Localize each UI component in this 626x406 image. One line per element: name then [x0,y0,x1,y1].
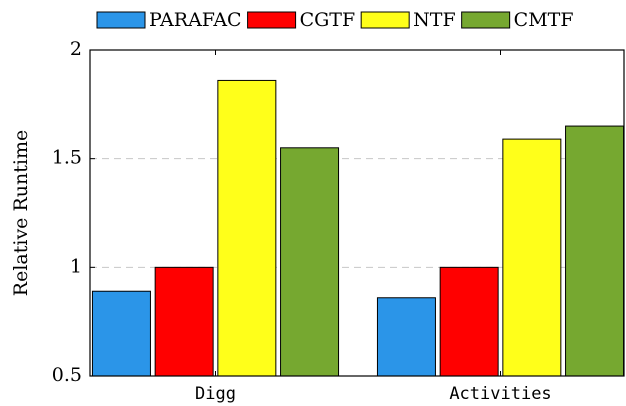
bar [154,266,214,377]
y-tick-label: 1 [70,255,82,277]
x-tick-label: Activities [449,384,551,404]
legend-swatch [360,11,410,29]
legend-label: CMTF [514,9,574,31]
bar [280,147,340,377]
legend-swatch [96,11,146,29]
bar [502,138,562,377]
bar [91,290,151,377]
bar [217,79,277,377]
bar [376,297,436,377]
legend-label: NTF [413,9,455,31]
plot-frame [89,49,625,377]
legend-label: PARAFAC [149,9,242,31]
y-tick-label: 2 [70,38,82,60]
legend-label: CGTF [300,9,356,31]
bar [439,266,499,377]
legend-swatch [247,11,297,29]
y-tick-label: 0.5 [52,364,82,386]
bar [565,125,625,377]
x-tick-label: Digg [195,384,236,404]
legend-swatch [461,11,511,29]
y-tick-label: 1.5 [52,147,82,169]
y-axis-label: Relative Runtime [10,130,32,296]
